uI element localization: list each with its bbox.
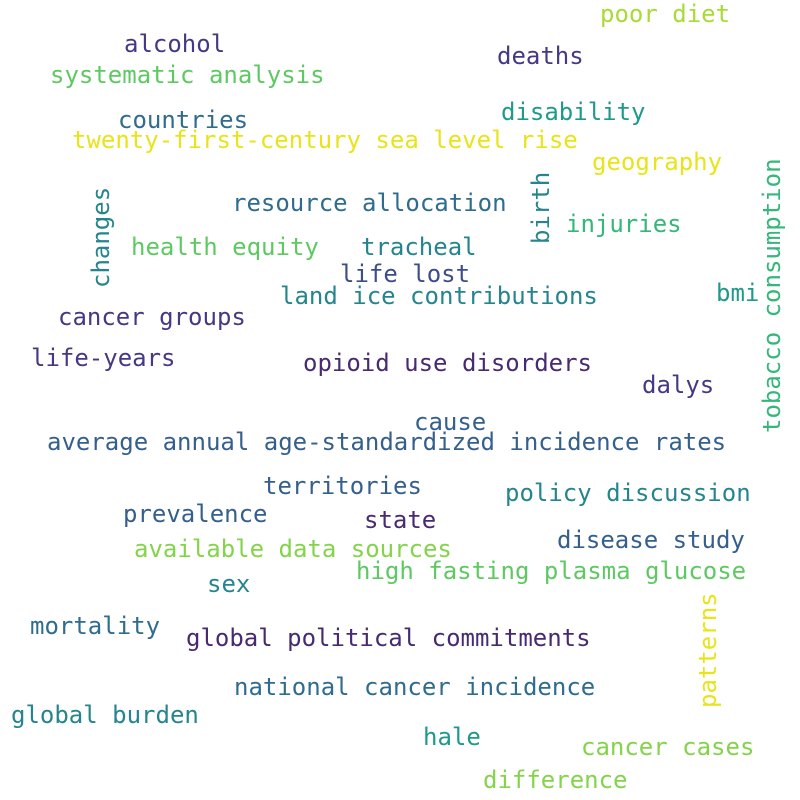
word-life-lost: life lost	[340, 260, 471, 288]
word-health-equity: health equity	[131, 233, 319, 261]
word-cause: cause	[414, 408, 487, 436]
word-state: state	[364, 506, 437, 534]
word-changes: changes	[87, 186, 115, 288]
word-national-cancer-incidence: national cancer incidence	[234, 673, 596, 701]
word-poor-diet: poor diet	[600, 0, 731, 28]
word-dalys: dalys	[642, 371, 715, 399]
word-high-fasting-plasma-glucose: high fasting plasma glucose	[356, 557, 747, 585]
word-opioid-use-disorders: opioid use disorders	[303, 349, 592, 377]
word-mortality: mortality	[30, 612, 161, 640]
word-patterns: patterns	[694, 592, 722, 708]
word-global-political-commitments: global political commitments	[186, 624, 591, 652]
word-territories: territories	[263, 472, 422, 500]
word-twenty-first-century-sea-level-rise: twenty-first-century sea level rise	[72, 126, 578, 154]
word-injuries: injuries	[566, 210, 682, 238]
word-sex: sex	[207, 570, 251, 598]
word-available-data-sources: available data sources	[134, 535, 452, 563]
word-disease-study: disease study	[557, 526, 745, 554]
word-geography: geography	[592, 148, 723, 176]
word-disability: disability	[501, 98, 646, 126]
word-birth: birth	[527, 171, 555, 244]
word-systematic-analysis: systematic analysis	[50, 61, 325, 89]
word-countries: countries	[118, 106, 249, 134]
word-cancer-groups: cancer groups	[58, 303, 246, 331]
word-tobacco-consumption: tobacco consumption	[758, 158, 786, 433]
word-policy-discussion: policy discussion	[505, 479, 751, 507]
word-bmi: bmi	[716, 279, 760, 307]
word-tracheal: tracheal	[361, 233, 477, 261]
word-average-annual-incidence-rates: average annual age-standardized incidenc…	[47, 428, 727, 456]
word-cancer-cases: cancer cases	[581, 733, 755, 761]
word-alcohol: alcohol	[124, 30, 226, 58]
word-deaths: deaths	[497, 42, 584, 70]
word-life-years: life-years	[31, 344, 176, 372]
word-global-burden: global burden	[11, 701, 199, 729]
word-land-ice-contributions: land ice contributions	[280, 282, 598, 310]
word-resource-allocation: resource allocation	[232, 189, 507, 217]
word-prevalence: prevalence	[123, 500, 268, 528]
word-difference: difference	[483, 766, 628, 794]
word-hale: hale	[423, 723, 481, 751]
